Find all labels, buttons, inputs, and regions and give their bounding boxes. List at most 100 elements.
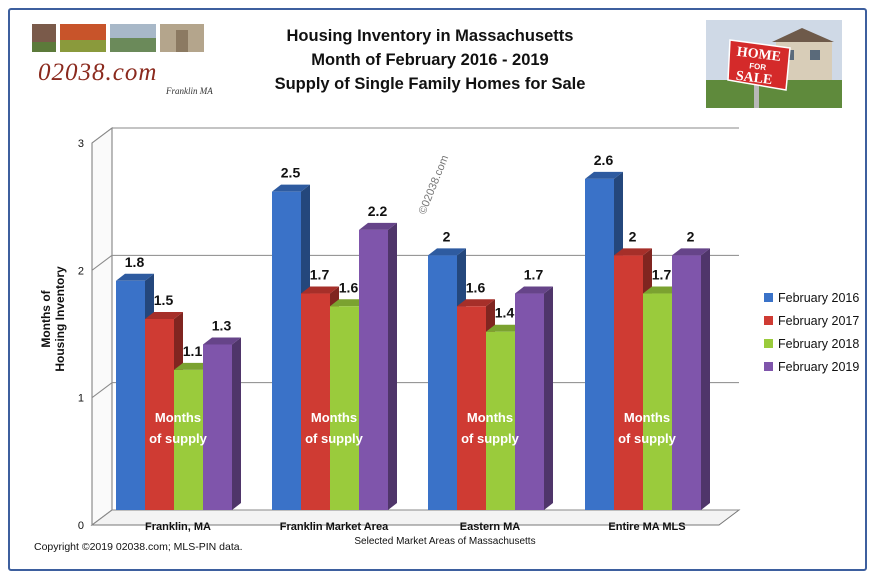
bar-top: [643, 286, 681, 294]
x-tick-label: Franklin, MA: [145, 521, 211, 533]
legend-item: February 2018: [764, 332, 859, 355]
annotation-months: Months: [624, 410, 670, 425]
x-tick-label: Franklin Market Area: [280, 521, 389, 533]
bar-top: [301, 286, 339, 294]
bar: [585, 178, 614, 510]
bar-top: [614, 248, 652, 256]
legend-label: February 2018: [778, 336, 860, 351]
sale-line-3: SALE: [735, 69, 773, 88]
site-logo: 02038.com Franklin MA: [32, 24, 213, 96]
annotation-months: Months: [311, 410, 357, 425]
data-label: 1.7: [652, 267, 672, 283]
sale-line-1: HOME: [736, 45, 782, 65]
bar: [614, 255, 643, 510]
bar: [174, 369, 203, 510]
title-line-3: Supply of Single Family Homes for Sale: [274, 75, 586, 93]
legend-swatch: [764, 362, 773, 371]
y-tick-label: 2: [78, 265, 84, 277]
gridline-diagonal: [91, 382, 113, 399]
bar-top: [174, 362, 212, 370]
gridline-diagonal: [91, 127, 113, 144]
data-label: 1.1: [183, 343, 203, 359]
bar: [272, 191, 301, 510]
bar-top: [330, 299, 368, 307]
bar: [515, 293, 544, 510]
annotation-of-supply: of supply: [461, 431, 520, 446]
legend-item: February 2019: [764, 355, 859, 378]
gridline-diagonal: [91, 254, 113, 271]
legend-swatch: [764, 339, 773, 348]
annotation-of-supply: of supply: [618, 431, 677, 446]
data-label: 1.8: [125, 254, 145, 270]
bar-top: [672, 248, 710, 256]
legend-label: February 2019: [778, 359, 860, 374]
bar-top: [585, 171, 623, 179]
legend-label: February 2016: [778, 290, 860, 305]
bar: [672, 255, 701, 510]
y-axis-label-line-2: Housing Inventory: [53, 266, 67, 372]
watermark: ©02038.com: [417, 154, 452, 216]
side-wall: [91, 127, 113, 526]
bar-side: [544, 286, 553, 510]
bar: [359, 229, 388, 510]
bar: [116, 280, 145, 510]
bar-top: [428, 248, 466, 256]
data-label: 1.7: [524, 267, 544, 283]
bar-top: [203, 337, 241, 345]
data-label: 2.5: [281, 165, 301, 181]
copyright-note: Copyright ©2019 02038.com; MLS-PIN data.: [34, 541, 243, 553]
bar-top: [116, 273, 154, 281]
data-label: 1.5: [154, 292, 174, 308]
legend-swatch: [764, 316, 773, 325]
bar: [457, 306, 486, 510]
data-label: 2.6: [594, 152, 614, 168]
data-label: 1.3: [212, 317, 232, 333]
bar-side: [701, 248, 710, 511]
bar: [145, 319, 174, 510]
annotation-of-supply: of supply: [149, 431, 208, 446]
legend-swatch: [764, 293, 773, 302]
y-axis-label: Months of Housing Inventory: [39, 259, 67, 379]
y-tick-label: 3: [78, 138, 84, 150]
bar: [643, 293, 672, 510]
annotation-months: Months: [155, 410, 201, 425]
legend-label: February 2017: [778, 313, 860, 328]
gridline-diagonal: [91, 509, 113, 526]
data-label: 2: [629, 228, 637, 244]
bar-top: [457, 299, 495, 307]
x-axis-title: Selected Market Areas of Massachusetts: [354, 536, 536, 547]
data-label: 1.4: [495, 305, 515, 321]
home-for-sale-photo: HOME FOR SALE: [706, 20, 842, 108]
bar-top: [145, 312, 183, 319]
x-tick-label: Entire MA MLS: [608, 521, 685, 533]
bar-side: [388, 222, 397, 510]
title-line-2: Month of February 2016 - 2019: [311, 51, 549, 69]
x-tick-label: Eastern MA: [460, 521, 521, 533]
bar-top: [359, 222, 397, 230]
title-line-1: Housing Inventory in Massachusetts: [286, 27, 574, 45]
y-axis-label-line-1: Months of: [39, 290, 53, 348]
data-label: 2: [687, 228, 695, 244]
data-label: 2.2: [368, 203, 388, 219]
y-tick-label: 0: [78, 520, 84, 532]
bar: [301, 293, 330, 510]
logo-tagline: Franklin MA: [165, 86, 213, 96]
bar: [428, 255, 457, 510]
bar-top: [486, 324, 524, 332]
data-label: 1.6: [339, 279, 359, 295]
bar-side: [232, 337, 241, 510]
bar: [330, 306, 359, 510]
bar: [486, 331, 515, 510]
annotation-months: Months: [467, 410, 513, 425]
y-tick-label: 1: [78, 393, 84, 405]
bar-top: [272, 184, 310, 192]
legend-item: February 2016: [764, 286, 859, 309]
data-label: 2: [443, 228, 451, 244]
annotation-of-supply: of supply: [305, 431, 364, 446]
logo-brand: 02038.com: [38, 59, 157, 86]
sale-line-2: FOR: [749, 61, 767, 72]
bar: [203, 344, 232, 510]
chart-title: Housing Inventory in Massachusetts Month…: [250, 24, 610, 96]
data-label: 1.6: [466, 279, 486, 295]
